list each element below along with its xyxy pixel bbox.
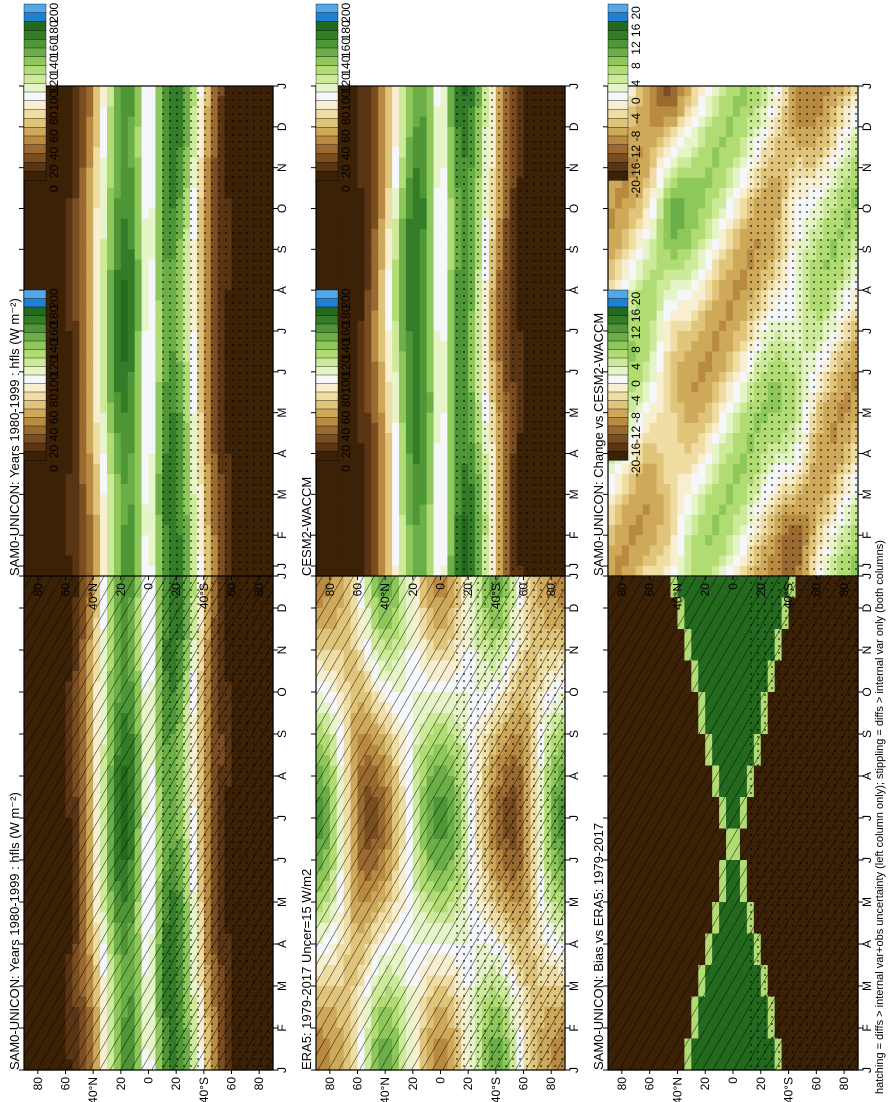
month-label: F	[275, 1024, 289, 1031]
month-label: F	[567, 1024, 581, 1031]
month-label: J	[275, 815, 289, 821]
panel-title: ERA5: 1979-2017 Uncer=15 W/m2	[299, 869, 314, 1070]
month-label: O	[567, 687, 581, 696]
month-label: J	[567, 1067, 581, 1073]
lat-label: 40°S	[197, 1077, 211, 1102]
panel-1: J F M A M J J A S O N D J 80 60 40°N 20 0 20 40°S 60 80 SAM0-U…	[7, 563, 289, 1102]
lat-label: 20	[169, 1077, 183, 1091]
month-label: J	[567, 857, 581, 863]
month-label: A	[275, 940, 289, 948]
month-label: O	[275, 687, 289, 696]
stippling	[452, 566, 565, 1070]
month-label: A	[567, 772, 581, 780]
month-label: J	[567, 815, 581, 821]
lat-label: 60	[59, 1077, 73, 1091]
lat-label: 60	[517, 1077, 531, 1091]
month-label: A	[567, 940, 581, 948]
month-label: S	[567, 730, 581, 738]
month-label: M	[567, 897, 581, 907]
lat-label: 40°N	[378, 1077, 392, 1102]
month-label: D	[567, 603, 581, 612]
lat-label: 20	[406, 1077, 420, 1091]
lat-label: 60	[351, 1077, 365, 1091]
lat-label: 20	[461, 1077, 475, 1091]
month-label: J	[275, 857, 289, 863]
lat-label: 40°S	[489, 1077, 503, 1102]
panel-title: SAM0-UNICON: Years 1980-1999 : hfls (W m…	[7, 792, 22, 1070]
month-label: J	[275, 1067, 289, 1073]
lat-label: 40°N	[86, 1077, 100, 1102]
panel-2: J F M A M J J A S O N D J 80 60 40°N 20 0 20 40°S 60 80 ERA5: …	[299, 563, 581, 1102]
lat-label: 60	[225, 1077, 239, 1091]
month-label: D	[275, 603, 289, 612]
month-label: N	[275, 646, 289, 655]
lat-label: 80	[323, 1077, 337, 1091]
lat-label: 80	[252, 1077, 266, 1091]
month-label: M	[567, 981, 581, 991]
lat-label: 20	[114, 1077, 128, 1091]
month-label: M	[275, 897, 289, 907]
month-label: J	[275, 563, 289, 569]
stippling	[160, 566, 273, 1070]
lat-label: 0	[142, 1077, 156, 1084]
month-label: A	[275, 772, 289, 780]
month-label: S	[275, 730, 289, 738]
lat-label: 80	[544, 1077, 558, 1091]
lat-label: 0	[434, 1077, 448, 1084]
month-label: M	[275, 981, 289, 991]
month-label: N	[567, 646, 581, 655]
lat-label: 80	[31, 1077, 45, 1091]
month-label: J	[567, 563, 581, 569]
